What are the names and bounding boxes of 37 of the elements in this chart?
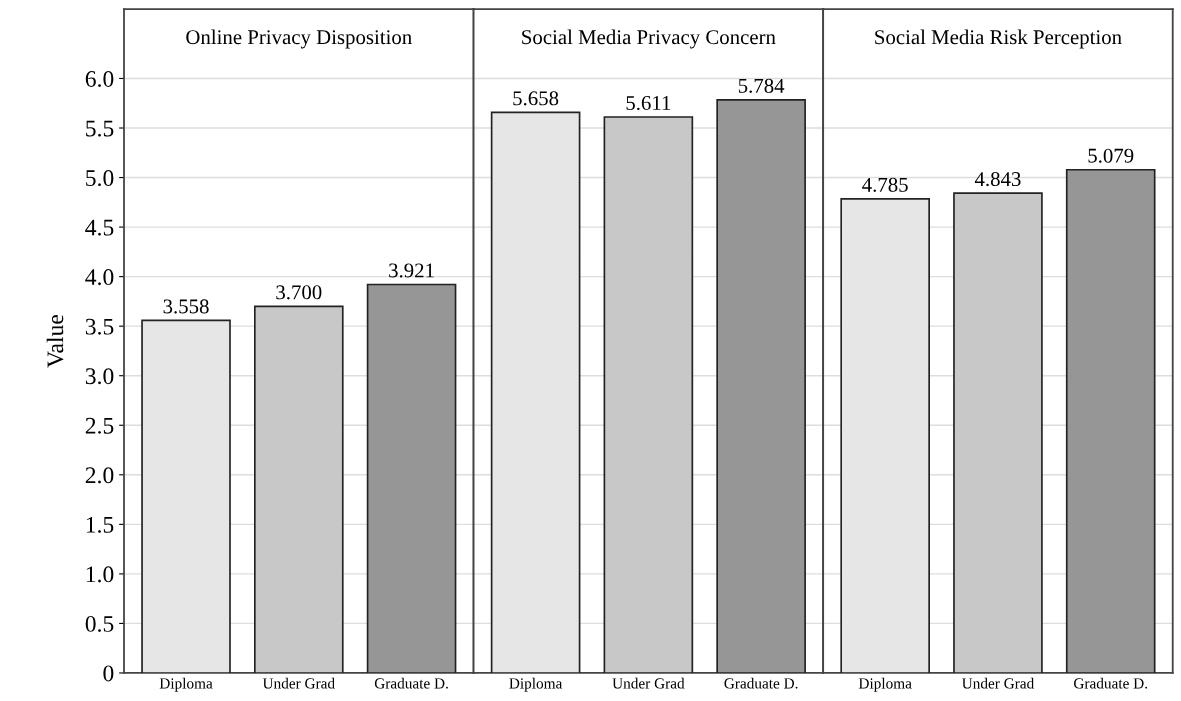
bar (253, 305, 344, 673)
x-tick-label: Under Grad (961, 677, 1035, 689)
data-label: 3.558 (163, 299, 209, 314)
x-tick-label: Under Grad (262, 677, 335, 689)
x-tick-label: Diploma (159, 677, 213, 692)
y-tick-label: 3.5 (85, 318, 114, 335)
x-tick-label: Diploma (858, 677, 912, 692)
y-tick-label: 6.0 (85, 70, 114, 87)
data-label: 5.611 (626, 96, 671, 111)
y-tick-label: 3.0 (85, 368, 114, 385)
data-label: 3.700 (276, 285, 322, 300)
y-tick-label: 2.0 (85, 467, 114, 484)
y-tick-label: 5.5 (86, 120, 114, 137)
y-tick-label: 0 (103, 665, 114, 682)
y-tick-label: 0.5 (85, 615, 114, 632)
data-label: 4.843 (974, 172, 1021, 187)
text: Social Media Privacy Concern (522, 29, 776, 49)
data-label: 5.658 (513, 91, 559, 106)
data-label: 5.784 (738, 78, 785, 93)
y-tick-label: 1.0 (86, 566, 114, 583)
y-tick-label: 4.0 (85, 269, 114, 286)
text: Social Media Risk Perception (875, 29, 1122, 49)
y-tick-label: 5.0 (86, 170, 114, 187)
data-label: 5.079 (1088, 148, 1134, 163)
bar (366, 283, 457, 673)
text: Online Privacy Disposition (186, 29, 412, 49)
y-axis-title: Value (46, 314, 64, 368)
x-tick-label: Graduate D. (1074, 677, 1148, 689)
x-tick-label: Graduate D. (374, 677, 448, 689)
x-tick-label: Under Grad (612, 677, 685, 689)
y-tick-label: 4.5 (85, 219, 114, 236)
data-label: 4.785 (862, 177, 908, 192)
y-tick-label: 1.5 (86, 516, 114, 533)
y-tick-label: 2.5 (85, 417, 114, 434)
x-tick-label: Diploma (509, 677, 563, 692)
data-label: 3.921 (389, 263, 434, 278)
x-tick-label: Graduate D. (724, 677, 798, 689)
